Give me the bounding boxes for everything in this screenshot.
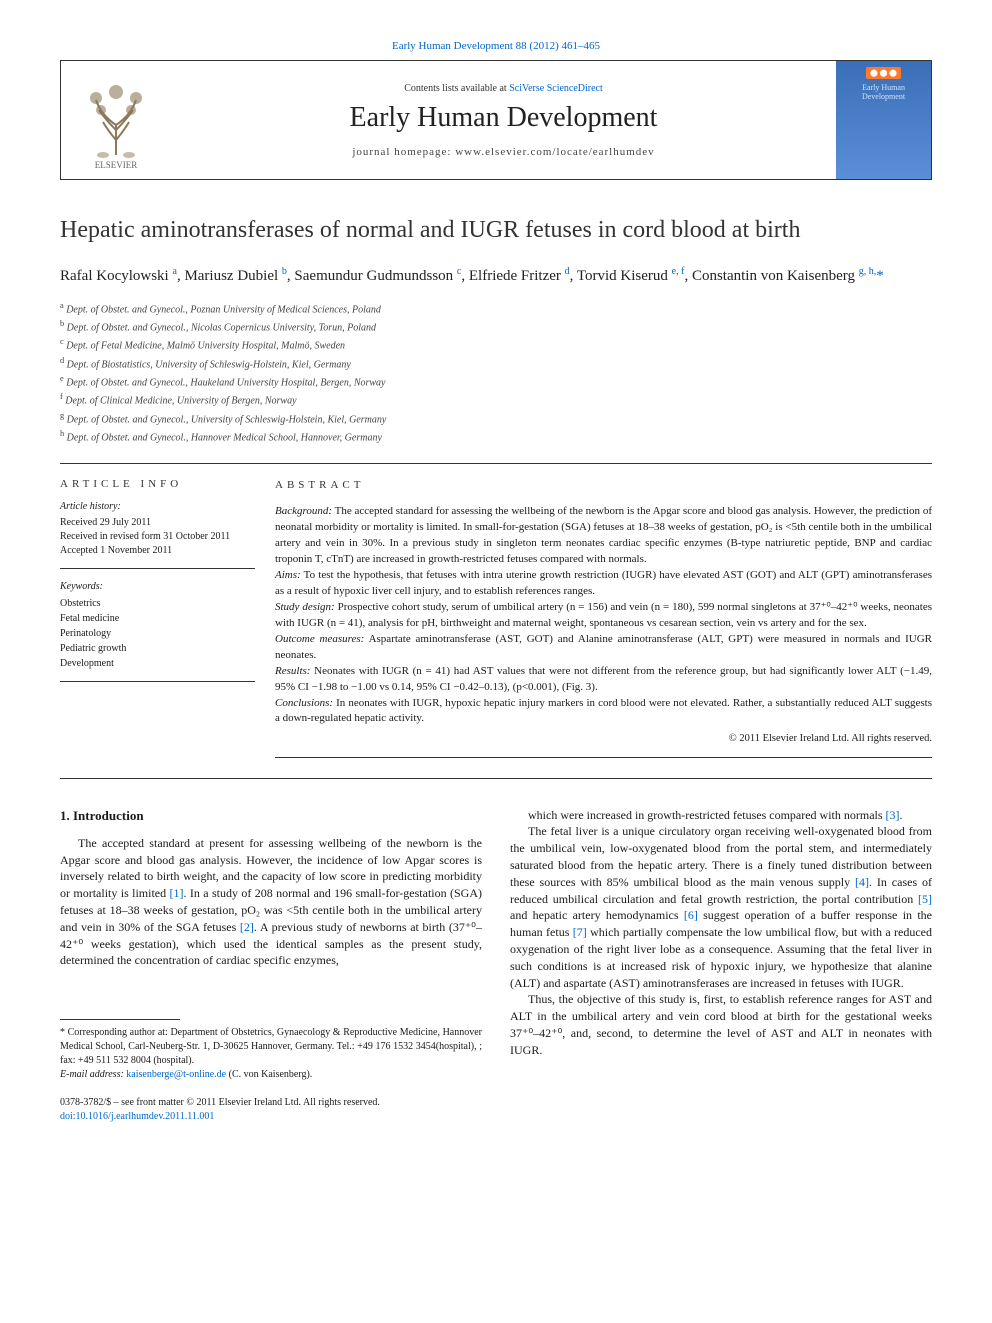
- contents-available: Contents lists available at SciVerse Sci…: [404, 83, 603, 94]
- design-label: Study design:: [275, 601, 335, 613]
- outcome-label: Outcome measures:: [275, 633, 364, 645]
- outcome-text: Aspartate aminotransferase (AST, GOT) an…: [275, 633, 932, 661]
- conclusions-text: In neonates with IUGR, hypoxic hepatic i…: [275, 697, 932, 725]
- cover-text: Early Human Development: [840, 83, 927, 101]
- elsevier-logo: ELSEVIER: [61, 61, 171, 179]
- history-label: Article history:: [60, 500, 255, 514]
- keywords-label: Keywords:: [60, 579, 255, 594]
- abstract-column: ABSTRACT Background: The accepted standa…: [275, 478, 932, 757]
- conclusions-label: Conclusions:: [275, 697, 333, 709]
- background-label: Background:: [275, 505, 332, 517]
- body-paragraph: The fetal liver is a unique circulatory …: [510, 823, 932, 991]
- sciencedirect-link[interactable]: SciVerse ScienceDirect: [509, 83, 603, 94]
- journal-header: ELSEVIER Contents lists available at Sci…: [60, 60, 932, 180]
- abstract-body: Background: The accepted standard for as…: [275, 504, 932, 757]
- body-paragraph: Thus, the objective of this study is, fi…: [510, 991, 932, 1058]
- email-suffix: (C. von Kaisenberg).: [226, 1069, 312, 1080]
- body-text-columns: 1. Introduction The accepted standard at…: [60, 807, 932, 1125]
- article-info-column: ARTICLE INFO Article history: Received 2…: [60, 478, 275, 757]
- left-column: 1. Introduction The accepted standard at…: [60, 807, 482, 1125]
- keyword: Fetal medicine: [60, 611, 255, 626]
- divider-rule: [60, 463, 932, 464]
- cover-badge: ⬤ ⬤ ⬤: [866, 67, 901, 79]
- keywords-block: Keywords: Obstetrics Fetal medicine Peri…: [60, 579, 255, 682]
- journal-homepage[interactable]: journal homepage: www.elsevier.com/locat…: [352, 146, 654, 158]
- design-text: Prospective cohort study, serum of umbil…: [275, 601, 932, 629]
- corresponding-author-footnote: * Corresponding author at: Department of…: [60, 1026, 482, 1082]
- keyword: Obstetrics: [60, 596, 255, 611]
- email-label: E-mail address:: [60, 1069, 126, 1080]
- abstract-heading: ABSTRACT: [275, 478, 932, 494]
- journal-name: Early Human Development: [350, 102, 658, 134]
- body-paragraph: The accepted standard at present for ass…: [60, 835, 482, 969]
- history-line: Received in revised form 31 October 2011: [60, 530, 255, 544]
- journal-cover-thumbnail: ⬤ ⬤ ⬤ Early Human Development: [836, 61, 931, 179]
- divider-rule: [60, 778, 932, 779]
- history-line: Accepted 1 November 2011: [60, 544, 255, 558]
- keyword: Perinatology: [60, 626, 255, 641]
- footnote-separator: [60, 1019, 180, 1020]
- affiliations-list: a Dept. of Obstet. and Gynecol., Poznan …: [60, 300, 932, 446]
- keyword: Development: [60, 656, 255, 671]
- corr-author-text: * Corresponding author at: Department of…: [60, 1026, 482, 1068]
- body-paragraph: which were increased in growth-restricte…: [510, 807, 932, 824]
- header-center: Contents lists available at SciVerse Sci…: [171, 61, 836, 179]
- front-matter-line: 0378-3782/$ – see front matter © 2011 El…: [60, 1096, 482, 1124]
- issn-copyright: 0378-3782/$ – see front matter © 2011 El…: [60, 1096, 482, 1110]
- abstract-copyright: © 2011 Elsevier Ireland Ltd. All rights …: [275, 731, 932, 746]
- right-column: which were increased in growth-restricte…: [510, 807, 932, 1125]
- top-citation[interactable]: Early Human Development 88 (2012) 461–46…: [60, 40, 932, 52]
- article-info-heading: ARTICLE INFO: [60, 478, 255, 490]
- keyword: Pediatric growth: [60, 641, 255, 656]
- results-label: Results:: [275, 665, 310, 677]
- article-title: Hepatic aminotransferases of normal and …: [60, 215, 932, 246]
- results-text: Neonates with IUGR (n = 41) had AST valu…: [275, 665, 932, 693]
- background-text: The accepted standard for assessing the …: [275, 505, 932, 565]
- email-link[interactable]: kaisenberge@t-online.de: [126, 1069, 226, 1080]
- history-line: Received 29 July 2011: [60, 516, 255, 530]
- authors-list: Rafal Kocylowski a, Mariusz Dubiel b, Sa…: [60, 264, 932, 288]
- info-abstract-row: ARTICLE INFO Article history: Received 2…: [60, 478, 932, 757]
- article-history-block: Article history: Received 29 July 2011 R…: [60, 500, 255, 569]
- svg-text:ELSEVIER: ELSEVIER: [95, 160, 138, 170]
- elsevier-tree-icon: ELSEVIER: [71, 70, 161, 170]
- introduction-heading: 1. Introduction: [60, 807, 482, 825]
- aims-text: To test the hypothesis, that fetuses wit…: [275, 569, 932, 597]
- email-line: E-mail address: kaisenberge@t-online.de …: [60, 1068, 482, 1082]
- aims-label: Aims:: [275, 569, 301, 581]
- contents-prefix: Contents lists available at: [404, 83, 509, 94]
- page-container: Early Human Development 88 (2012) 461–46…: [0, 0, 992, 1164]
- doi-link[interactable]: doi:10.1016/j.earlhumdev.2011.11.001: [60, 1111, 214, 1122]
